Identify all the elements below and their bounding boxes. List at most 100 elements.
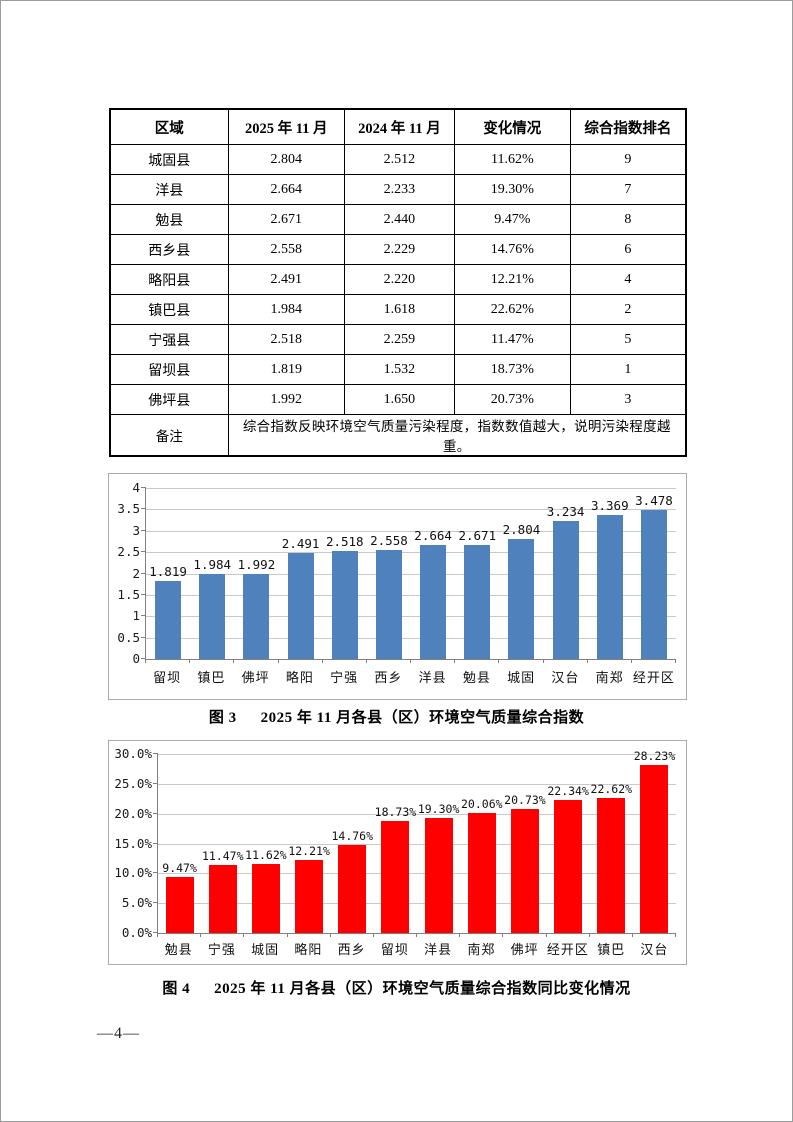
bar-column: 20.73% bbox=[503, 754, 546, 933]
bar-column: 2.664 bbox=[411, 488, 455, 659]
x-axis-label: 经开区 bbox=[546, 942, 589, 957]
x-axis-tick-mark bbox=[588, 933, 590, 937]
table-cell: 19.30% bbox=[453, 174, 571, 205]
y-axis-tick-mark bbox=[141, 615, 146, 617]
figure4-y-axis: 30.0% 25.0% 20.0% 15.0% 10.0% 5.0% 0.0% bbox=[113, 746, 157, 940]
bar: 28.23% bbox=[634, 749, 675, 933]
bar: 22.62% bbox=[591, 782, 632, 933]
table-row: 略阳县 2.491 2.220 12.21% 4 bbox=[109, 264, 687, 295]
x-axis-tick-mark bbox=[459, 933, 461, 937]
bar-column: 3.369 bbox=[588, 488, 632, 659]
table-cell: 20.73% bbox=[453, 384, 571, 415]
table-cell: 2.512 bbox=[343, 144, 455, 175]
bar-column: 2.558 bbox=[367, 488, 411, 659]
bar: 1.819 bbox=[149, 564, 187, 659]
bar-column: 1.992 bbox=[234, 488, 278, 659]
y-axis-tick-label: 1.5 bbox=[117, 586, 140, 602]
x-axis-label: 南郑 bbox=[595, 669, 624, 685]
gridline bbox=[158, 873, 676, 875]
figure4-plot-area: 9.47% 11.47% 11.62% 12.21% 14.76% 18.73% 19.30… bbox=[153, 749, 676, 937]
figure4-caption-title: 2025 年 11 月各县（区）环境空气质量综合指数同比变化情况 bbox=[214, 981, 631, 997]
y-axis-tick-mark bbox=[153, 812, 158, 814]
table-cell: 11.47% bbox=[453, 324, 571, 355]
gridline bbox=[146, 509, 676, 511]
y-axis-tick-mark bbox=[153, 782, 158, 784]
bar-value-label: 9.47% bbox=[162, 860, 197, 875]
y-axis-tick-mark bbox=[153, 872, 158, 874]
table-cell: 1.819 bbox=[227, 354, 345, 385]
y-axis-tick-mark bbox=[141, 487, 146, 488]
table-cell: 西乡县 bbox=[109, 234, 229, 265]
table-cell: 1.984 bbox=[227, 294, 345, 325]
figure4-caption-number: 图 4 bbox=[162, 981, 191, 997]
table-header-cell: 综合指数排名 bbox=[569, 108, 687, 145]
y-axis-tick-mark bbox=[153, 902, 158, 904]
bar: 1.992 bbox=[238, 557, 275, 659]
y-axis-tick-mark bbox=[153, 753, 158, 754]
y-axis-tick-label: 5.0% bbox=[121, 895, 152, 911]
bar: 2.671 bbox=[458, 528, 496, 659]
table-cell: 22.62% bbox=[453, 294, 571, 325]
gridline bbox=[158, 843, 676, 845]
x-axis-label: 镇巴 bbox=[197, 669, 226, 685]
gridline bbox=[146, 637, 676, 639]
table-cell: 洋县 bbox=[109, 174, 229, 205]
figure4-x-axis: 勉县 宁强 城固 略阳 西乡 留坝 洋县 南郑 佛坪 经开区 镇巴 汉台 bbox=[157, 934, 676, 963]
x-axis-tick-mark bbox=[545, 933, 547, 937]
table-cell: 2.518 bbox=[227, 324, 345, 355]
bar-value-label: 11.62% bbox=[245, 847, 287, 862]
bar-column: 19.30% bbox=[417, 754, 460, 933]
bar-value-label: 2.664 bbox=[414, 528, 452, 544]
bar: 2.804 bbox=[503, 522, 540, 659]
table-row: 勉县 2.671 2.440 9.47% 8 bbox=[109, 204, 687, 235]
x-axis-label: 略阳 bbox=[294, 942, 323, 957]
figure3-caption-title: 2025 年 11 月各县（区）环境空气质量综合指数 bbox=[260, 710, 585, 726]
gridline bbox=[146, 594, 676, 596]
x-axis-tick-mark bbox=[498, 659, 500, 663]
note-text-cell: 综合指数反映环境空气质量污染程度，指数数值越大，说明污染程度越重。 bbox=[227, 414, 687, 457]
table-cell: 2.804 bbox=[227, 144, 345, 175]
bar: 9.47% bbox=[162, 861, 197, 933]
y-axis-tick-label: 1 bbox=[132, 608, 140, 624]
gridline bbox=[158, 903, 676, 905]
bar: 1.984 bbox=[193, 557, 231, 659]
table-cell: 9 bbox=[569, 144, 687, 175]
x-axis-label: 佛坪 bbox=[241, 669, 270, 685]
x-axis-label: 留坝 bbox=[380, 942, 409, 957]
table-cell: 11.62% bbox=[453, 144, 571, 175]
x-axis-tick-mark bbox=[416, 933, 417, 937]
bar-column: 22.62% bbox=[590, 754, 633, 933]
gridline bbox=[146, 530, 676, 532]
table-cell: 略阳县 bbox=[109, 264, 229, 295]
bar-value-label: 2.518 bbox=[325, 534, 364, 550]
table-cell: 14.76% bbox=[453, 234, 571, 265]
bar: 3.369 bbox=[591, 498, 629, 659]
y-axis-tick-mark bbox=[141, 508, 146, 510]
x-axis-label: 略阳 bbox=[285, 669, 314, 685]
bar-value-label: 3.234 bbox=[546, 503, 585, 519]
y-axis-tick-mark bbox=[141, 572, 146, 574]
table-row: 城固县 2.804 2.512 11.62% 9 bbox=[109, 144, 687, 175]
figure3-plot-area: 1.819 1.984 1.992 2.491 2.518 2.558 2.664 2.671… bbox=[141, 487, 676, 663]
x-axis-tick-mark bbox=[243, 933, 245, 937]
figure3-x-axis: 留坝 镇巴 佛坪 略阳 宁强 西乡 洋县 勉县 城固 汉台 南郑 经开区 bbox=[145, 660, 676, 692]
bar-value-label: 2.804 bbox=[502, 522, 541, 538]
table-header-cell: 2024 年 11 月 bbox=[343, 108, 455, 145]
x-axis-label: 留坝 bbox=[153, 669, 182, 685]
table-row: 洋县 2.664 2.233 19.30% 7 bbox=[109, 174, 687, 205]
x-axis-tick-mark bbox=[200, 933, 202, 937]
page-number: —4— bbox=[97, 1025, 140, 1042]
bar-column: 18.73% bbox=[374, 754, 417, 933]
bar-value-label: 11.47% bbox=[201, 848, 244, 863]
bar-column: 20.06% bbox=[460, 754, 503, 933]
bar-value-label: 14.76% bbox=[331, 828, 374, 843]
bar-column: 2.491 bbox=[279, 488, 323, 659]
bar-column: 14.76% bbox=[331, 754, 374, 933]
bar: 2.491 bbox=[282, 536, 319, 659]
bar-value-label: 3.478 bbox=[635, 493, 673, 509]
table-cell: 宁强县 bbox=[109, 324, 229, 355]
x-axis-label: 洋县 bbox=[424, 942, 453, 957]
x-axis-label: 镇巴 bbox=[597, 942, 626, 957]
bar: 20.06% bbox=[461, 797, 503, 933]
x-axis-tick-mark bbox=[329, 933, 331, 937]
